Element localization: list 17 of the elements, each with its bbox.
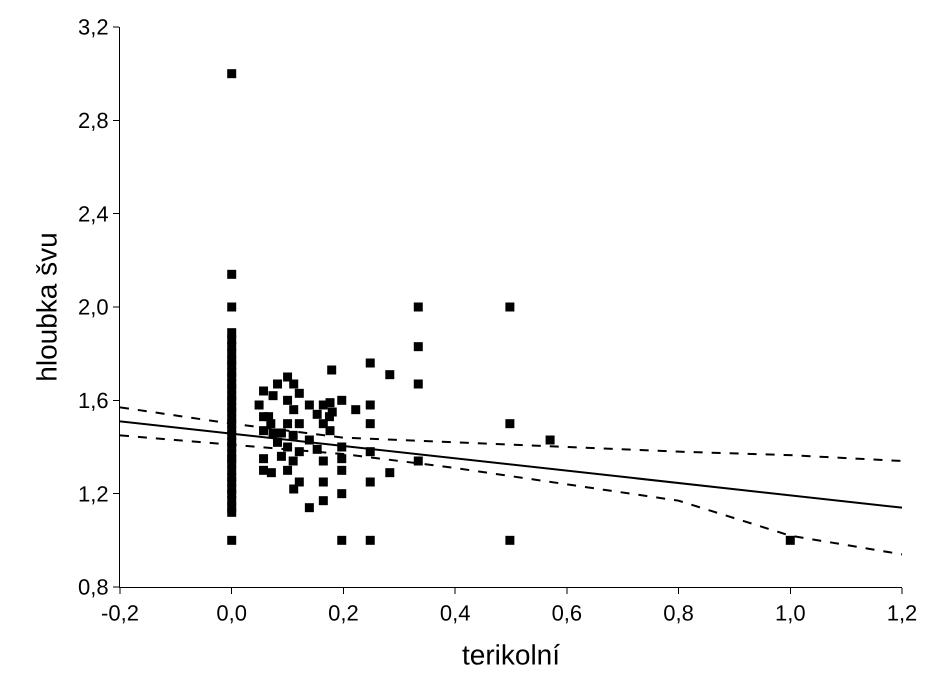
x-tick-label: 0,8: [663, 600, 694, 626]
y-tick-label: 3,2: [78, 14, 109, 40]
x-tick-label: 1,0: [774, 600, 806, 626]
y-tick-label: 2,4: [78, 201, 109, 226]
y-tick-label: 1,6: [78, 388, 109, 414]
x-tick-label: -0,2: [101, 600, 139, 626]
x-axis-title: terikolní: [462, 640, 560, 670]
y-tick-label: 1,2: [78, 481, 109, 506]
x-tick-label: 0,0: [216, 600, 248, 626]
y-tick-label: 2,8: [78, 108, 109, 134]
x-tick-label: 0,2: [328, 600, 359, 626]
y-tick-label: 2,0: [78, 294, 109, 320]
y-axis-title: hloubka švu: [32, 232, 63, 382]
x-tick-label: 1,2: [886, 600, 918, 626]
y-tick-label: 0,8: [78, 574, 109, 600]
x-tick-label: 0,4: [440, 600, 470, 626]
x-tick-label: 0,6: [552, 600, 582, 626]
